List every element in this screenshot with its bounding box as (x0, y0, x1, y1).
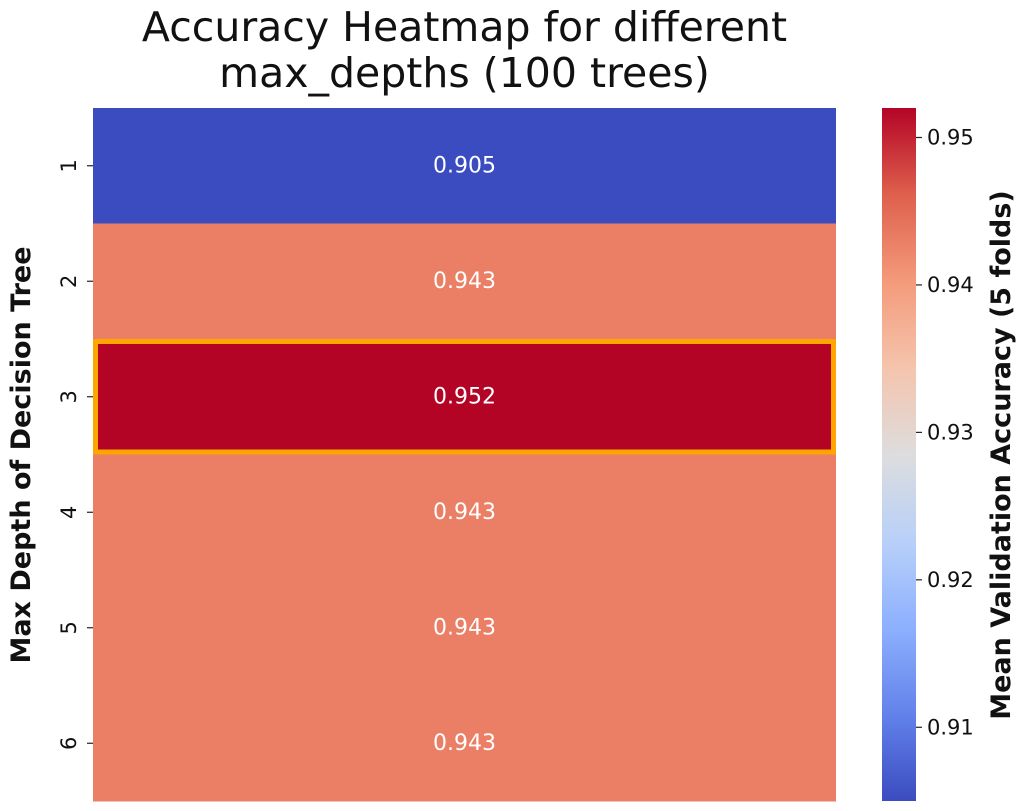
cell-value-label-row-1: 0.905 (433, 153, 496, 178)
colorbar: 0.91 0.92 0.93 0.94 0.95 (882, 108, 974, 801)
chart-title-line-1: Accuracy Heatmap for different (141, 3, 788, 51)
colorbar-tick-label-0: 0.91 (927, 715, 974, 739)
cell-value-label-row-6: 0.943 (433, 731, 496, 756)
cell-value-label-row-4: 0.943 (433, 500, 496, 525)
heatmap-cell-row-3 (93, 339, 836, 455)
y-axis-ticks: 1 2 3 4 5 6 (57, 159, 93, 750)
heatmap-cell-row-1 (93, 108, 836, 224)
heatmap-cell-row-4 (93, 454, 836, 571)
colorbar-label: Mean Validation Accuracy (5 folds) (986, 190, 1017, 720)
y-tick-label-3: 3 (57, 390, 81, 403)
colorbar-gradient (882, 108, 916, 801)
cell-value-labels: 0.905 0.943 0.952 0.943 0.943 0.943 (433, 153, 496, 756)
y-tick-label-1: 1 (57, 159, 81, 172)
y-tick-label-5: 5 (57, 621, 81, 634)
highlight-best-row (93, 339, 836, 455)
colorbar-tick-label-3: 0.94 (927, 273, 974, 297)
heatmap-cell-row-2 (93, 223, 836, 340)
y-tick-label-4: 4 (57, 506, 81, 519)
y-axis-label: Max Depth of Decision Tree (6, 246, 37, 663)
colorbar-tick-label-2: 0.93 (927, 420, 974, 444)
cell-value-label-row-5: 0.943 (433, 615, 496, 640)
heatmap-cell-row-5 (93, 570, 836, 686)
y-tick-label-2: 2 (57, 275, 81, 288)
highlight-layer (93, 339, 836, 455)
heatmap-cell-row-6 (93, 685, 836, 802)
chart-title-line-2: max_depths (100 trees) (219, 49, 710, 97)
colorbar-tick-label-4: 0.95 (927, 125, 974, 149)
heatmap-cells (93, 108, 836, 802)
chart-title: Accuracy Heatmap for different max_depth… (93, 4, 836, 96)
cell-value-label-row-3: 0.952 (433, 384, 496, 409)
colorbar-tick-label-1: 0.92 (927, 568, 974, 592)
cell-value-label-row-2: 0.943 (433, 269, 496, 294)
y-tick-label-6: 6 (57, 737, 81, 750)
